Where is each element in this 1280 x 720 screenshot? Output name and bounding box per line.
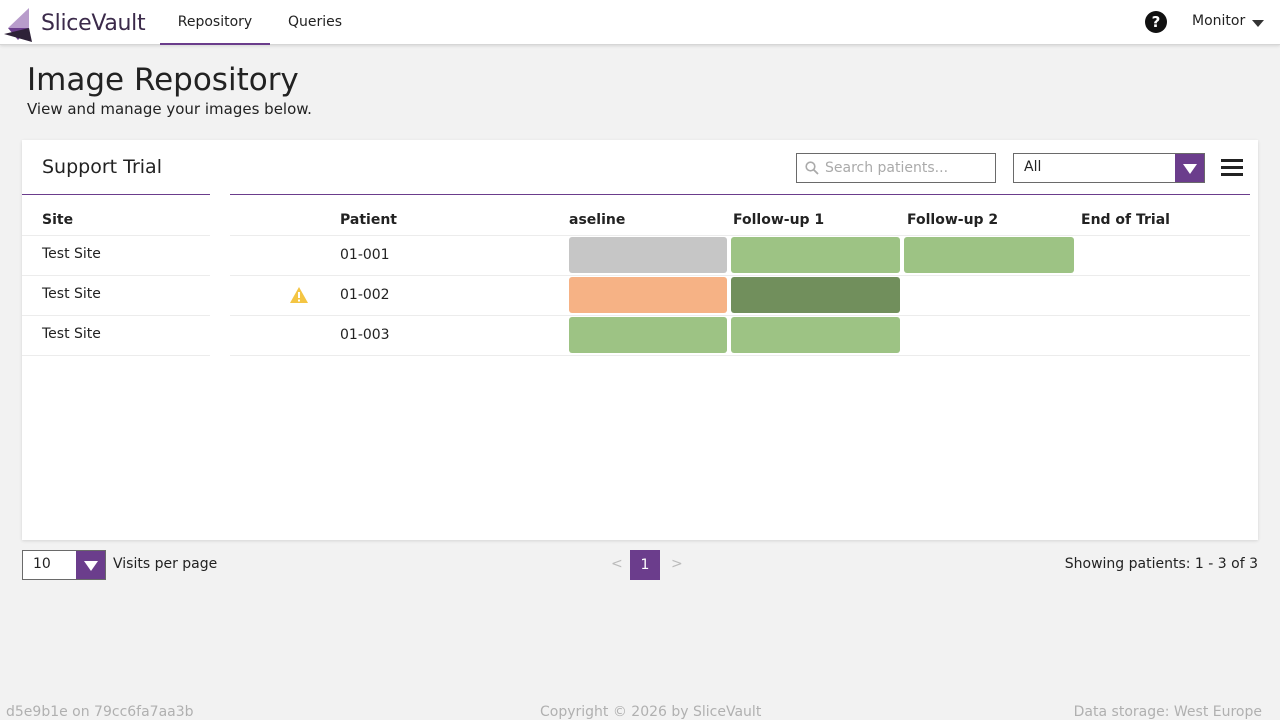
visit-cell-baseline[interactable] <box>569 237 727 273</box>
column-header-patient: Patient <box>340 212 397 228</box>
row-separator <box>230 275 1250 276</box>
hamburger-menu-icon[interactable] <box>1221 159 1243 177</box>
search-box[interactable] <box>796 153 996 183</box>
data-storage-info: Data storage: West Europe <box>1073 704 1262 720</box>
warning-icon <box>290 287 308 303</box>
visit-filter-select[interactable]: All <box>1013 153 1205 183</box>
showing-count: Showing patients: 1 - 3 of 3 <box>1064 556 1258 572</box>
site-cell: Test Site <box>42 246 101 262</box>
column-header-site: Site <box>42 212 74 228</box>
next-page-button[interactable]: > <box>671 556 683 572</box>
visit-cell-follow-up-1[interactable] <box>731 237 900 273</box>
visit-cell-follow-up-1[interactable] <box>731 277 900 313</box>
row-separator <box>230 315 1250 316</box>
version-info: d5e9b1e on 79cc6fa7aa3b <box>6 704 194 720</box>
search-input[interactable] <box>825 158 990 178</box>
copyright: Copyright © 2026 by SliceVault <box>540 704 762 720</box>
chevron-down-icon[interactable] <box>1252 20 1264 27</box>
dropdown-arrow-icon[interactable] <box>1175 154 1204 182</box>
tab-queries[interactable]: Queries <box>287 14 343 30</box>
row-separator <box>230 235 1250 236</box>
visit-cell-baseline[interactable] <box>569 277 727 313</box>
divider <box>230 194 1250 195</box>
row-separator <box>22 315 210 316</box>
filter-value: All <box>1024 159 1042 175</box>
page-subtitle: View and manage your images below. <box>27 100 312 118</box>
repository-card: Support Trial All Site Patient aseline F… <box>22 140 1258 540</box>
patient-cell[interactable]: 01-003 <box>340 327 390 343</box>
visit-cell-baseline[interactable] <box>569 317 727 353</box>
per-page-value: 10 <box>33 556 51 572</box>
site-cell: Test Site <box>42 286 101 302</box>
row-separator <box>22 275 210 276</box>
help-icon[interactable]: ? <box>1145 11 1167 33</box>
row-separator <box>22 235 210 236</box>
column-header-end-of-trial: End of Trial <box>1081 212 1170 228</box>
page-1-button[interactable]: 1 <box>630 550 660 580</box>
app-logo[interactable]: SliceVault <box>4 4 154 42</box>
column-header-follow-up-2: Follow-up 2 <box>907 212 999 228</box>
tab-repository[interactable]: Repository <box>160 0 270 45</box>
patient-cell[interactable]: 01-001 <box>340 247 390 263</box>
divider <box>22 194 210 195</box>
app-name: SliceVault <box>41 11 146 36</box>
dropdown-arrow-icon[interactable] <box>76 551 105 579</box>
user-menu[interactable]: Monitor <box>1192 13 1246 29</box>
slicevault-logo-icon <box>4 8 32 42</box>
site-cell: Test Site <box>42 326 101 342</box>
visits-per-page-select[interactable]: 10 <box>22 550 106 580</box>
visit-cell-follow-up-2[interactable] <box>904 237 1074 273</box>
visit-cell-follow-up-1[interactable] <box>731 317 900 353</box>
row-separator <box>22 355 210 356</box>
column-header-follow-up-1: Follow-up 1 <box>733 212 825 228</box>
previous-page-button[interactable]: < <box>611 556 623 572</box>
top-navbar: SliceVault Repository Queries ? Monitor <box>0 0 1280 45</box>
page-title: Image Repository <box>27 62 299 98</box>
trial-name: Support Trial <box>42 156 162 178</box>
per-page-label: Visits per page <box>113 556 218 572</box>
patient-cell[interactable]: 01-002 <box>340 287 390 303</box>
search-icon <box>805 161 819 175</box>
row-separator <box>230 355 1250 356</box>
column-header-baseline: aseline <box>569 212 626 228</box>
